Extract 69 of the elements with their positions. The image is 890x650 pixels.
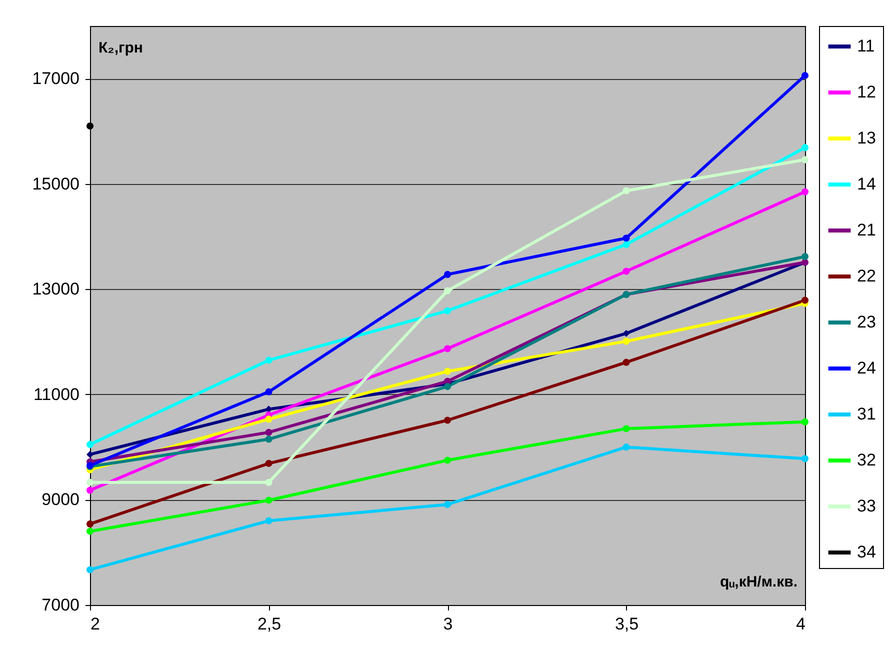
x-tick-label: 2 — [90, 614, 100, 634]
point — [622, 330, 630, 337]
point — [86, 450, 94, 458]
point — [265, 517, 272, 524]
y-axis-title: К₂,грн — [98, 40, 143, 56]
legend-label: 13 — [857, 128, 876, 148]
point — [622, 240, 630, 248]
point — [801, 156, 809, 164]
legend-label: 32 — [857, 450, 876, 470]
y-tick-label: 7000 — [42, 596, 80, 614]
point — [265, 388, 272, 396]
y-tick-label: 13000 — [32, 280, 80, 299]
point — [86, 478, 94, 486]
point — [265, 460, 272, 467]
x-tick-label: 3,5 — [614, 614, 639, 634]
point — [86, 520, 94, 528]
point — [622, 338, 630, 345]
point — [86, 528, 94, 535]
point — [801, 418, 809, 426]
point — [444, 287, 452, 294]
point — [86, 566, 94, 574]
point — [622, 425, 630, 432]
y-tick-label: 17000 — [32, 69, 80, 88]
point — [622, 444, 630, 451]
point — [444, 368, 452, 375]
y-tick-label: 9000 — [42, 490, 80, 510]
legend-label: 14 — [857, 174, 876, 194]
point — [622, 358, 630, 366]
point — [622, 268, 630, 275]
point — [444, 307, 452, 314]
point — [801, 188, 809, 196]
x-axis-title: qᵤ,кН/м.кв. — [720, 574, 798, 590]
legend-label: 21 — [857, 220, 876, 240]
point — [444, 500, 452, 508]
point — [265, 478, 272, 486]
point — [444, 270, 452, 278]
point — [265, 496, 272, 504]
x-tick-label: 3 — [443, 614, 453, 634]
point — [801, 296, 809, 304]
point — [265, 356, 272, 364]
point — [265, 436, 272, 443]
x-tick-label: 2,5 — [257, 614, 282, 634]
legend-label: 22 — [857, 266, 876, 286]
point — [265, 428, 272, 436]
x-tick-label: 4 — [796, 614, 806, 634]
point — [265, 416, 272, 423]
legend-label: 33 — [857, 496, 876, 516]
legend-label: 12 — [857, 82, 876, 102]
legend-label: 11 — [857, 36, 875, 56]
point — [801, 72, 809, 80]
point — [86, 122, 94, 130]
point — [444, 416, 452, 424]
point — [265, 406, 272, 413]
y-tick-label: 11000 — [33, 384, 80, 404]
legend-label: 31 — [857, 404, 876, 424]
point — [444, 456, 452, 464]
point — [801, 455, 809, 462]
point — [622, 234, 630, 242]
point — [86, 486, 94, 494]
legend-label: 24 — [857, 358, 876, 378]
point — [444, 383, 452, 390]
y-tick-label: 15000 — [32, 174, 80, 194]
point — [86, 440, 94, 448]
point — [444, 345, 452, 352]
legend-label: 23 — [857, 312, 876, 332]
point — [622, 187, 630, 194]
point — [801, 144, 809, 152]
point — [801, 253, 809, 260]
legend-label: 34 — [857, 542, 876, 562]
